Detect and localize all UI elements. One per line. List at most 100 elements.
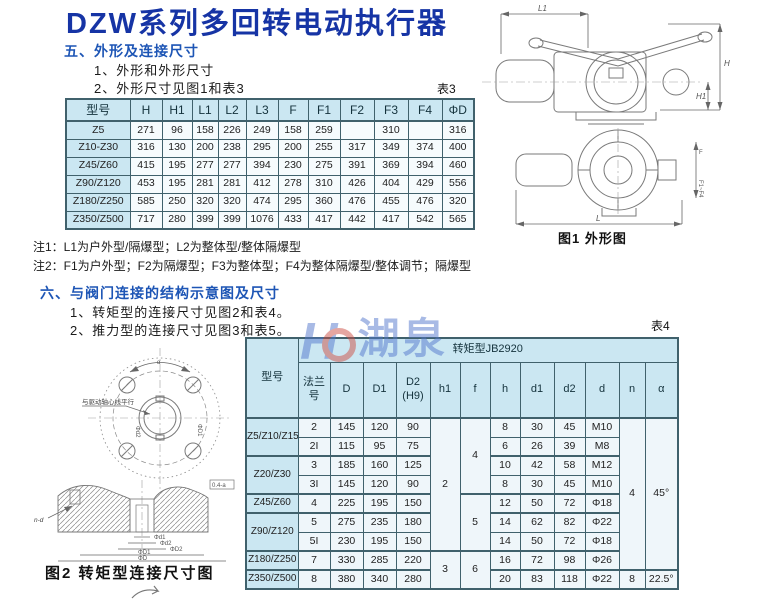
cell: 145	[329, 417, 364, 438]
table-row: Z180/Z250 7 330 285 220 3 6 16 72 98 Φ26	[245, 550, 678, 590]
cell: 158	[191, 120, 219, 140]
cell: 275	[329, 512, 364, 533]
cell: 45°	[644, 417, 679, 571]
cell: 26	[519, 436, 555, 457]
cell: 45	[553, 474, 586, 495]
cell: 62	[519, 512, 555, 533]
fig2-dim-tol: 0.4-a	[212, 483, 226, 489]
cell: 235	[362, 512, 397, 533]
header-cell: α	[644, 361, 679, 419]
cell: Φ26	[584, 550, 620, 571]
fig2-dim-phid2-top: Φd2	[134, 426, 140, 438]
cell: 195	[161, 174, 193, 194]
table-header-row: 法兰号 D D1 D2 (H9) h1 f h d1 d2 d n α	[246, 361, 679, 419]
cell: 195	[362, 493, 397, 514]
cell: 50	[519, 531, 555, 552]
section5-heading: 五、外形及连接尺寸	[64, 43, 199, 59]
figure1-caption: 图1 外形图	[558, 231, 627, 246]
cell: 30	[519, 417, 555, 438]
cell: 75	[395, 436, 431, 457]
cell: 278	[277, 174, 309, 194]
cell: 255	[307, 138, 341, 158]
table-row: Z45/Z60 415 195 277 277 394 230 275 391 …	[65, 156, 475, 176]
header-line: D2	[405, 376, 421, 388]
cell: 200	[191, 138, 219, 158]
cell: 160	[362, 455, 397, 476]
cell: M12	[584, 455, 620, 476]
table-row: Z90/Z120 5 275 235 180 14 62 82 Φ22	[245, 512, 678, 552]
cell: 72	[553, 493, 586, 514]
figure3-partial-drawing	[131, 585, 160, 599]
note-1: 注1：L1为户外型/隔爆型；L2为整体型/整体隔爆型	[33, 240, 302, 254]
cell: 556	[441, 174, 475, 194]
cell: 349	[373, 138, 409, 158]
cell: 316	[441, 120, 475, 140]
cell: Φ18	[584, 531, 620, 552]
cell: 50	[519, 493, 555, 514]
cell: 320	[191, 192, 219, 212]
cell: 542	[407, 210, 443, 230]
cell: 90	[395, 474, 431, 495]
cell: 20	[489, 569, 521, 590]
cell: 82	[553, 512, 586, 533]
cell: M10	[584, 474, 620, 495]
cell: Z350/Z500	[245, 569, 299, 590]
cell: 4	[618, 417, 646, 571]
cell: 6	[489, 436, 521, 457]
header-cell: F2	[339, 98, 375, 122]
cell: 115	[329, 436, 364, 457]
cell: 145	[329, 474, 364, 495]
cell: Z90/Z120	[245, 512, 299, 552]
header-line: (H9)	[402, 389, 424, 402]
header-cell: F3	[373, 98, 409, 122]
cell: 8	[297, 569, 331, 590]
cell: 8	[618, 569, 646, 590]
page-title: DZW系列多回转电动执行器	[66, 8, 449, 40]
cell: Z350/Z500	[65, 210, 131, 230]
fig2-parallel-label: 与驱动轴心线平行	[82, 397, 135, 406]
cell: Φ18	[584, 493, 620, 514]
header-cell: 法兰号	[297, 361, 331, 419]
cell: 429	[407, 174, 443, 194]
cell: 374	[407, 138, 443, 158]
cell: 271	[129, 120, 163, 140]
cell: 412	[245, 174, 279, 194]
cell: 369	[373, 156, 409, 176]
fig1-dim-h1: H1	[696, 92, 706, 101]
section6-item2: 2、推力型的连接尺寸见图3和表5。	[70, 323, 291, 338]
header-cell: 转矩型JB2920	[297, 337, 679, 363]
cell: 39	[553, 436, 586, 457]
table-row: Z350/Z500 8 380 340 280 20 83 118 Φ22 8 …	[245, 569, 679, 590]
cell: 8	[489, 474, 521, 495]
header-cell: L1	[191, 98, 219, 122]
cell: 3	[297, 455, 331, 476]
cell: 230	[329, 531, 364, 552]
header-cell: n	[618, 361, 646, 419]
cell: 6	[459, 550, 491, 590]
cell: 453	[129, 174, 163, 194]
cell: 317	[339, 138, 375, 158]
cell: 12	[489, 493, 521, 514]
cell: 277	[191, 156, 219, 176]
cell: 295	[245, 138, 279, 158]
header-cell: H	[129, 98, 163, 122]
header-cell: D	[329, 361, 364, 419]
table-row: Z5/Z10/Z15 2 145 120 90 2 4 8 30 45 M10 …	[245, 417, 679, 571]
cell: 1076	[245, 210, 279, 230]
cell: 281	[191, 174, 219, 194]
cell: 5	[459, 493, 491, 552]
header-cell: f	[459, 361, 491, 419]
cell: 2I	[297, 436, 331, 457]
cell: 399	[217, 210, 247, 230]
fig1-dim-l1: L1	[538, 4, 547, 13]
cell: 565	[441, 210, 475, 230]
figure1-outline-drawing: L1 H H1 L F F1~F4	[482, 4, 730, 227]
cell: 14	[489, 512, 521, 533]
cell: Z10-Z30	[65, 138, 131, 158]
table-row: Z45/Z60 4 225 195 150 5 12 50 72 Φ18	[245, 493, 678, 552]
cell: 98	[553, 550, 586, 571]
cell: 281	[217, 174, 247, 194]
cell: 120	[362, 474, 397, 495]
cell: 225	[329, 493, 364, 514]
